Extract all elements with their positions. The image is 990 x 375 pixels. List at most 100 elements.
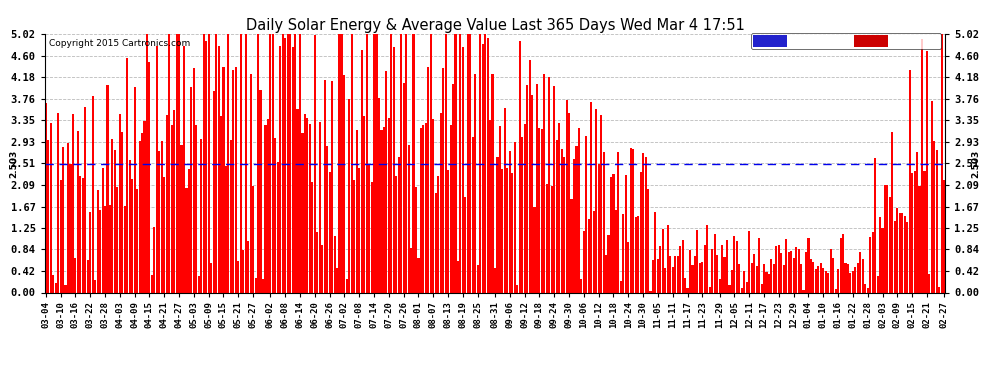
Bar — [560, 149, 562, 292]
Bar — [469, 34, 471, 292]
Bar — [750, 263, 752, 292]
Bar — [160, 141, 162, 292]
Bar — [346, 279, 347, 292]
Bar — [729, 285, 731, 292]
Bar — [190, 87, 192, 292]
Bar — [225, 166, 227, 292]
Bar — [835, 289, 837, 292]
Bar — [620, 281, 622, 292]
Bar — [476, 266, 479, 292]
Bar — [213, 91, 215, 292]
Bar — [198, 276, 200, 292]
Bar — [605, 255, 607, 292]
Bar — [623, 214, 625, 292]
Bar — [904, 216, 906, 292]
Bar — [363, 116, 365, 292]
Bar — [511, 173, 514, 292]
Bar — [109, 205, 111, 292]
Bar — [864, 284, 866, 292]
Bar — [842, 234, 844, 292]
Bar — [889, 196, 891, 292]
Bar — [445, 34, 446, 292]
Bar — [121, 132, 124, 292]
Bar — [844, 263, 846, 292]
Bar — [739, 264, 741, 292]
Bar — [440, 113, 442, 292]
Bar — [909, 70, 911, 292]
Bar — [87, 260, 89, 292]
Bar — [837, 268, 840, 292]
Bar — [496, 157, 499, 292]
Legend: Average  ($), Daily  ($): Average ($), Daily ($) — [750, 33, 940, 48]
Bar — [200, 139, 202, 292]
Bar — [613, 174, 615, 292]
Bar — [479, 34, 481, 292]
Bar — [287, 34, 289, 292]
Bar — [630, 148, 632, 292]
Bar — [578, 128, 580, 292]
Bar — [155, 46, 157, 292]
Bar — [415, 186, 417, 292]
Bar — [230, 140, 232, 292]
Bar — [309, 124, 311, 292]
Bar — [79, 176, 81, 292]
Bar — [644, 157, 646, 292]
Bar — [736, 241, 738, 292]
Bar — [433, 118, 435, 292]
Bar — [185, 188, 187, 292]
Bar — [555, 140, 557, 292]
Bar — [575, 146, 577, 292]
Bar — [398, 157, 400, 292]
Bar — [131, 179, 134, 292]
Bar — [272, 34, 274, 292]
Bar — [691, 265, 694, 292]
Bar — [355, 130, 357, 292]
Bar — [666, 225, 669, 292]
Bar — [170, 125, 172, 292]
Bar — [886, 185, 888, 292]
Bar — [148, 62, 150, 292]
Bar — [699, 263, 701, 292]
Bar — [879, 217, 881, 292]
Bar — [696, 230, 698, 292]
Bar — [768, 273, 770, 292]
Bar — [689, 250, 691, 292]
Bar — [803, 290, 805, 292]
Bar — [316, 232, 319, 292]
Bar — [593, 211, 595, 292]
Bar — [428, 67, 430, 292]
Bar — [282, 34, 284, 292]
Bar — [220, 117, 222, 292]
Bar — [92, 96, 94, 292]
Bar — [565, 100, 567, 292]
Text: 2.503: 2.503 — [10, 150, 19, 178]
Bar — [97, 189, 99, 292]
Bar — [859, 252, 861, 292]
Bar — [721, 244, 723, 292]
Bar — [102, 168, 104, 292]
Bar — [911, 173, 913, 292]
Bar — [869, 237, 871, 292]
Bar — [610, 177, 612, 292]
Bar — [245, 34, 247, 292]
Bar — [939, 287, 940, 292]
Bar — [548, 76, 550, 292]
Bar — [484, 34, 486, 292]
Bar — [808, 238, 810, 292]
Bar — [516, 285, 518, 292]
Bar — [929, 274, 931, 292]
Bar — [257, 34, 259, 292]
Bar — [760, 284, 762, 292]
Bar — [711, 249, 713, 292]
Bar — [238, 261, 240, 292]
Bar — [348, 99, 350, 292]
Bar — [153, 228, 155, 292]
Bar — [183, 46, 185, 292]
Bar — [529, 60, 531, 292]
Bar — [144, 120, 146, 292]
Bar — [669, 256, 671, 292]
Bar — [659, 246, 661, 292]
Bar — [254, 278, 256, 292]
Bar — [334, 236, 336, 292]
Bar — [866, 288, 869, 292]
